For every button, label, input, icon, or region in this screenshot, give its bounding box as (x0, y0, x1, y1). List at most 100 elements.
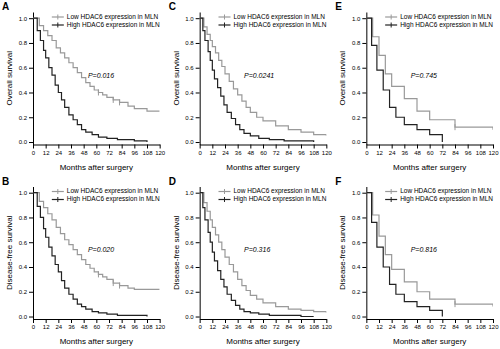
legend-item: Low HDAC6 expression in MLN (385, 187, 492, 195)
tick-label: 12 (43, 150, 50, 156)
tick-label: 0.6 (19, 65, 28, 71)
tick-mark (430, 145, 431, 149)
survival-curve (33, 193, 160, 290)
tick-label: 0.2 (185, 289, 194, 295)
censor-mark (113, 97, 114, 103)
censor-mark (119, 99, 120, 105)
tick-mark (238, 145, 239, 149)
tick-label: 84 (285, 150, 292, 156)
tick-mark (196, 317, 200, 318)
tick: 120 (488, 319, 499, 330)
tick-mark (29, 68, 33, 69)
y-axis: 0.00.20.40.60.81.0 (185, 187, 200, 320)
panel: 012243648607284961081200.00.20.40.60.81.… (169, 176, 333, 347)
tick: 84 (285, 145, 292, 156)
plot-area (33, 193, 160, 317)
tick-label: 48 (414, 150, 421, 156)
panel: 012243648607284961081200.00.20.40.60.81.… (169, 1, 333, 172)
tick: 1.0 (19, 16, 33, 22)
x-axis: 01224364860728496108120 (198, 319, 332, 330)
y-axis: 0.00.20.40.60.81.0 (185, 13, 200, 146)
tick: 24 (55, 145, 62, 156)
tick: 36 (68, 319, 75, 330)
tick-label: 0.0 (352, 314, 361, 320)
tick-mark (362, 117, 366, 118)
tick-label: 12 (43, 324, 50, 330)
tick: 36 (235, 145, 242, 156)
tick-mark (362, 142, 366, 143)
tick-mark (442, 319, 443, 323)
legend-swatch-tick (391, 197, 392, 202)
tick: 48 (414, 145, 421, 156)
tick: 60 (260, 319, 267, 330)
legend-swatch-tick (224, 197, 225, 202)
tick: 0.8 (352, 215, 366, 221)
legend: Low HDAC6 expression in MLNHigh HDAC6 ex… (385, 187, 493, 203)
tick-mark (33, 319, 34, 323)
legend-item: Low HDAC6 expression in MLN (52, 187, 159, 195)
legend-swatch-tick (391, 23, 392, 28)
tick: 0.2 (19, 289, 33, 295)
tick-mark (362, 217, 366, 218)
tick-label: 12 (209, 150, 216, 156)
legend: Low HDAC6 expression in MLNHigh HDAC6 ex… (385, 13, 493, 29)
tick-mark (196, 68, 200, 69)
legend-swatch-tick (57, 23, 58, 28)
panel-label: D (169, 176, 176, 187)
tick: 96 (131, 145, 138, 156)
panel-label: C (169, 1, 176, 12)
tick-label: 60 (93, 150, 100, 156)
x-axis: 01224364860728496108120 (32, 319, 166, 330)
y-axis-label: Disease-free survival (172, 215, 181, 290)
tick-mark (392, 319, 393, 323)
tick-mark (238, 319, 239, 323)
tick-label: 0.4 (352, 264, 361, 270)
tick-label: 72 (106, 150, 113, 156)
tick-mark (109, 319, 110, 323)
legend-label: Low HDAC6 expression in MLN (233, 13, 325, 21)
tick-label: 0 (198, 150, 202, 156)
tick: 0 (365, 319, 369, 330)
panel: 012243648607284961081200.00.20.40.60.81.… (335, 1, 499, 172)
tick-label: 84 (452, 324, 459, 330)
survival-curve (366, 18, 442, 142)
survival-curve (33, 18, 160, 111)
tick-label: 60 (260, 150, 267, 156)
tick-label: 0.4 (19, 264, 28, 270)
tick: 12 (376, 145, 383, 156)
x-axis-label: Months after surgery (226, 163, 299, 172)
panel: 012243648607284961081200.00.20.40.60.81.… (2, 176, 166, 347)
tick: 72 (106, 145, 113, 156)
legend-label: Low HDAC6 expression in MLN (400, 187, 492, 195)
tick-mark (29, 292, 33, 293)
tick: 120 (155, 319, 166, 330)
tick-label: 60 (427, 150, 434, 156)
tick-mark (147, 319, 148, 323)
tick: 96 (298, 319, 305, 330)
tick-mark (392, 145, 393, 149)
tick-label: 0.2 (185, 115, 194, 121)
tick-mark (109, 145, 110, 149)
tick-mark (196, 142, 200, 143)
tick-label: 0.8 (19, 40, 28, 46)
tick-mark (417, 319, 418, 323)
tick-label: 0.4 (185, 264, 194, 270)
tick-mark (29, 92, 33, 93)
tick-mark (493, 145, 494, 149)
tick-mark (455, 145, 456, 149)
x-axis: 01224364860728496108120 (365, 145, 499, 156)
p-value: P=0.816 (411, 246, 437, 253)
tick-mark (276, 145, 277, 149)
tick: 108 (309, 319, 320, 330)
tick-label: 0 (365, 150, 369, 156)
tick-label: 0.8 (352, 40, 361, 46)
tick-mark (404, 319, 405, 323)
tick: 72 (106, 319, 113, 330)
tick: 0.8 (185, 215, 199, 221)
axis-line (200, 187, 201, 320)
tick: 0.4 (185, 264, 199, 270)
axis-line (200, 13, 201, 146)
tick-mark (46, 145, 47, 149)
tick-label: 120 (155, 324, 166, 330)
tick-mark (379, 145, 380, 149)
